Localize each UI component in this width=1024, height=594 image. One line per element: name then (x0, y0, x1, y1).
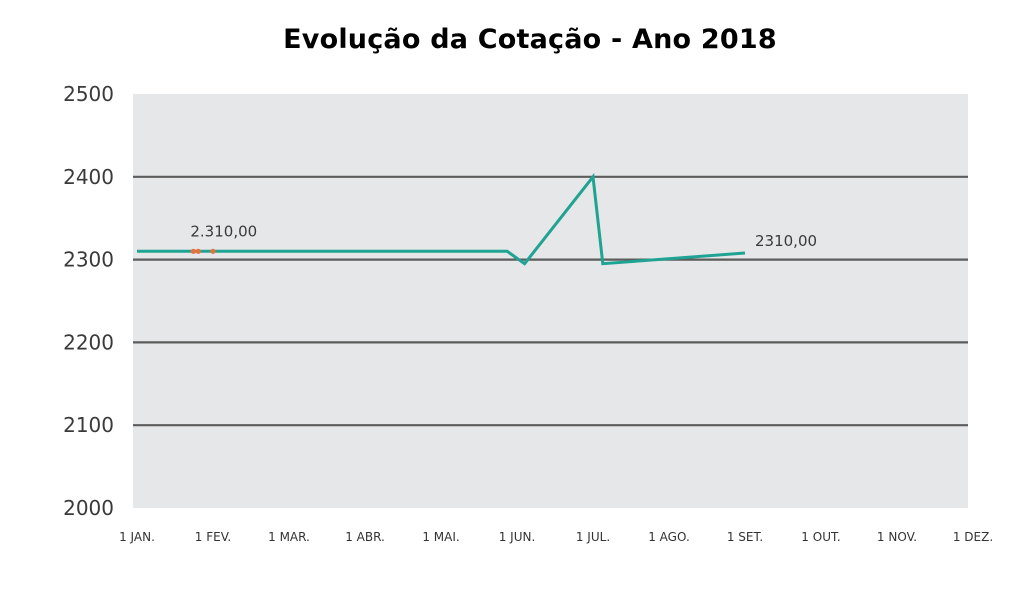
x-tick-label: 1 MAR. (268, 530, 310, 544)
x-tick-label: 1 AGO. (648, 530, 690, 544)
x-tick-label: 1 JUN. (499, 530, 536, 544)
x-axis-ticks: 1 JAN. 1 FEV. 1 MAR. 1 ABR. 1 MAI. 1 JUN. 1 JU… (119, 530, 993, 544)
chart-title: Evolução da Cotação - Ano 2018 (283, 24, 777, 55)
x-tick-label: 1 ABR. (345, 530, 385, 544)
x-tick-label: 1 SET. (727, 530, 763, 544)
y-tick-label: 2000 (63, 496, 114, 520)
x-tick-label: 1 DEZ. (953, 530, 993, 544)
series (137, 173, 746, 266)
x-tick-label: 1 JUL. (576, 530, 610, 544)
x-tick-label: 1 FEV. (195, 530, 231, 544)
gridlines (133, 175, 968, 427)
data-label: 2310,00 (755, 232, 817, 250)
data-label: 2.310,00 (190, 222, 257, 240)
y-tick-label: 2200 (63, 330, 114, 354)
annotations: 2.310,00 2310,00 (190, 222, 817, 250)
x-tick-label: 1 MAI. (422, 530, 459, 544)
data-point-marker (210, 248, 216, 254)
x-tick-label: 1 JAN. (119, 530, 155, 544)
y-axis-ticks: 2000 2100 2200 2300 2400 2500 (63, 82, 114, 520)
x-tick-label: 1 OUT. (801, 530, 840, 544)
markers (190, 248, 216, 254)
plot-area (133, 94, 968, 508)
y-tick-label: 2300 (63, 248, 114, 272)
y-tick-label: 2100 (63, 413, 114, 437)
x-tick-label: 1 NOV. (877, 530, 917, 544)
y-tick-label: 2400 (63, 165, 114, 189)
data-point-marker (195, 248, 201, 254)
y-tick-label: 2500 (63, 82, 114, 106)
series-line (137, 173, 746, 266)
data-point-marker (190, 248, 196, 254)
